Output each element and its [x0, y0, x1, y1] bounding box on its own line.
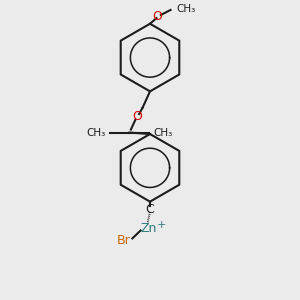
Text: C: C: [146, 202, 154, 215]
Text: CH₃: CH₃: [176, 4, 195, 14]
Text: Br: Br: [117, 234, 130, 247]
Text: CH₃: CH₃: [153, 128, 172, 137]
Text: +: +: [157, 220, 166, 230]
Text: CH₃: CH₃: [87, 128, 106, 137]
Text: Zn: Zn: [140, 222, 157, 235]
Text: O: O: [152, 10, 162, 23]
Text: O: O: [132, 110, 142, 123]
